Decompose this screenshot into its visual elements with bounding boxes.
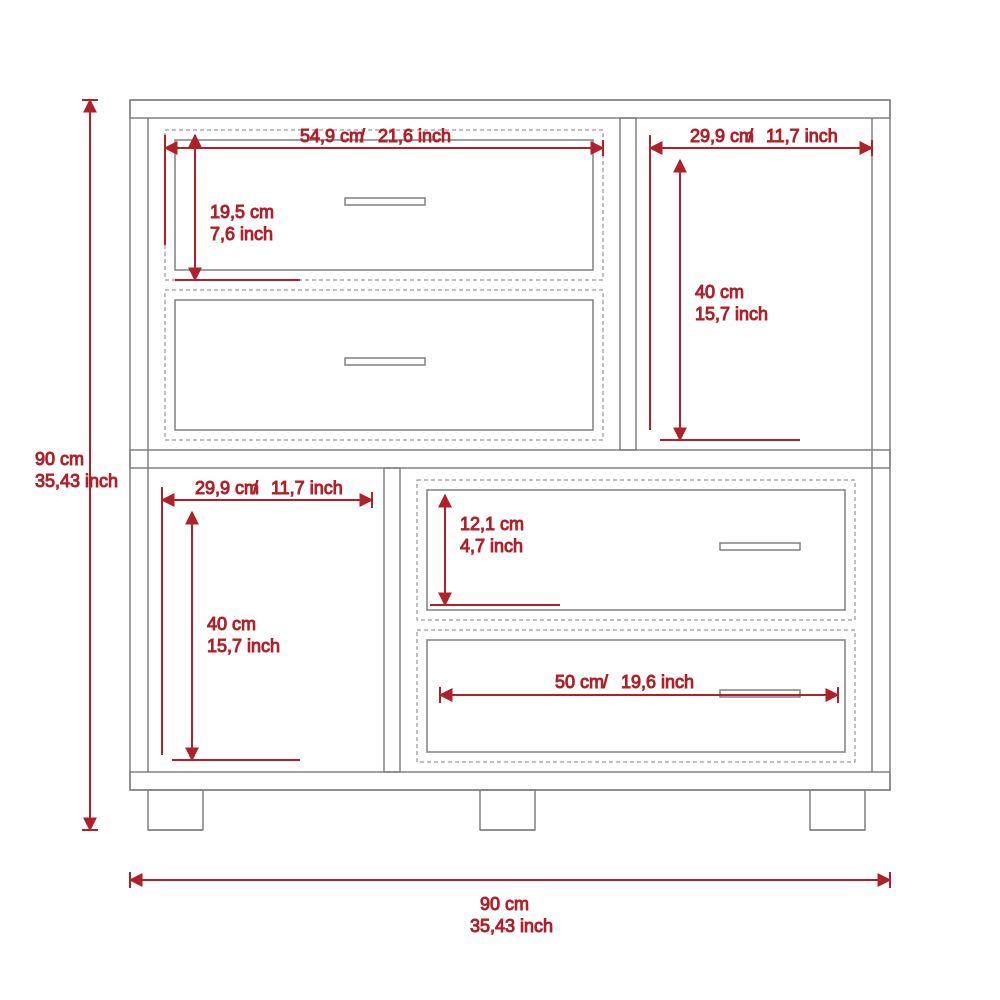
overall-width-cm: 90 cm xyxy=(480,894,529,914)
overall-height-cm: 90 cm xyxy=(35,449,84,469)
top-right-height-cm: 40 cm xyxy=(695,282,744,302)
dimensions: 90 cm 35,43 inch 90 cm 35,43 inch 54,9 c… xyxy=(35,100,890,936)
drawer-height-in: 7,6 inch xyxy=(210,224,273,244)
bot-left-height-cm: 40 cm xyxy=(207,614,256,634)
svg-text:19,6 inch: 19,6 inch xyxy=(621,672,694,692)
drawer-top-left-2 xyxy=(165,290,603,440)
br-drawer-height-in: 4,7 inch xyxy=(460,536,523,556)
overall-height-in: 35,43 inch xyxy=(35,471,118,491)
br-drawer-height-cm: 12,1 cm xyxy=(460,514,524,534)
svg-text:11,7 inch: 11,7 inch xyxy=(766,126,838,146)
svg-text:/: / xyxy=(253,478,258,498)
svg-text:/: / xyxy=(603,672,608,692)
svg-text:21,6 inch: 21,6 inch xyxy=(378,126,451,146)
svg-text:/: / xyxy=(748,126,753,146)
bot-left-height-in: 15,7 inch xyxy=(207,636,280,656)
bot-left-width: 29,9 cm xyxy=(195,478,259,498)
top-right-width: 29,9 cm xyxy=(690,126,754,146)
top-left-width: 54,9 cm xyxy=(300,126,364,146)
br-drawer-width: 50 cm xyxy=(555,672,604,692)
top-right-height-in: 15,7 inch xyxy=(695,304,768,324)
svg-text:11,7 inch: 11,7 inch xyxy=(271,478,343,498)
top-left-width-in: / xyxy=(360,126,365,146)
overall-width-in: 35,43 inch xyxy=(470,916,553,936)
drawer-height-cm: 19,5 cm xyxy=(210,202,274,222)
